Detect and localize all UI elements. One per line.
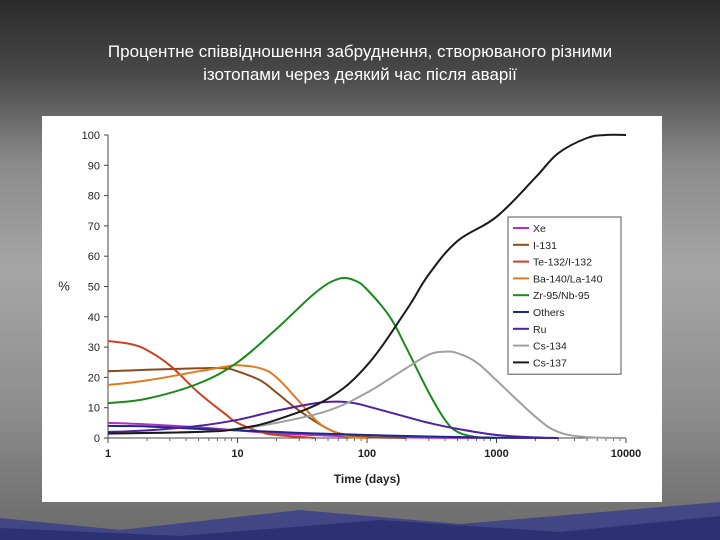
y-tick-label: 80 [88,191,100,203]
y-tick-label: 20 [88,372,100,384]
lines-layer [107,133,627,439]
x-tick-label: 100 [358,448,376,460]
series-line-ru [107,400,559,439]
slide-title: Процентне співвідношення забруднення, ст… [40,40,680,86]
series-line-ba-140-la-140 [107,364,368,439]
slide-title-line-1: Процентне співвідношення забруднення, ст… [107,42,613,61]
legend-label-ba-140-la-140: Ba-140/La-140 [533,273,603,285]
series-line-te-132-i-132 [107,340,316,439]
y-tick-label: 10 [88,403,100,415]
x-tick-label: 10000 [611,448,642,460]
y-tick-label: 90 [88,160,100,172]
bottom-decoration [0,502,720,540]
y-tick-label: 60 [88,251,100,263]
legend-label-ru: Ru [533,324,547,336]
legend-label-xe: Xe [533,223,546,235]
series-line-cs-137 [107,133,627,435]
legend-label-cs-134: Cs-134 [533,341,567,353]
x-tick-label: 1 [105,448,111,460]
legend-label-cs-137: Cs-137 [533,357,567,369]
y-tick-label: 0 [94,433,100,445]
legend-label-others: Others [533,307,565,319]
y-tick-label: 40 [88,312,100,324]
y-tick-label: 100 [82,130,100,142]
x-tick-label: 1000 [484,448,508,460]
y-tick-label: 50 [88,282,100,294]
slide-title-line-2: ізотопами через деякий час після аварії [203,65,517,84]
y-tick-label: 70 [88,221,100,233]
series-line-xe [107,421,497,439]
legend-label-zr-95-nb-95: Zr-95/Nb-95 [533,290,590,302]
x-tick-label: 10 [231,448,243,460]
y-axis-label: % [58,279,70,294]
legend: Xe I-131 Te-132/I-132 Ba-140/La-140 Zr-95/Nb… [507,216,622,375]
legend-label-te-132-i-132: Te-132/I-132 [533,257,592,269]
legend-label-i-131: I-131 [533,240,557,252]
y-tick-label: 30 [88,342,100,354]
x-axis-label: Time (days) [334,472,400,486]
chart-panel: 0 10 20 30 40 50 60 70 80 90 100 1 10 100 1000 10000% Ti… [42,116,662,502]
